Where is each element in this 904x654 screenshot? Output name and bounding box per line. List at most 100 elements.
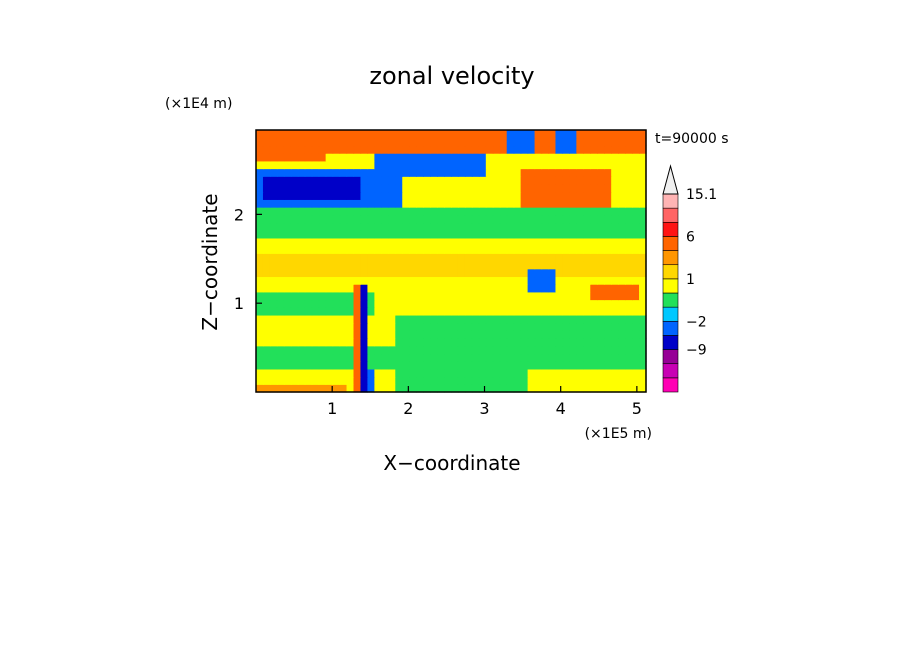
field-cell — [632, 253, 640, 262]
field-cell — [332, 176, 341, 185]
field-cell — [276, 245, 285, 254]
field-cell — [416, 330, 424, 339]
field-cell — [541, 376, 550, 385]
field-cell — [325, 330, 334, 339]
field-cell — [388, 207, 396, 216]
field-cell — [562, 130, 570, 139]
field-cell — [256, 176, 264, 185]
field-cell — [437, 353, 445, 362]
field-cell — [367, 130, 375, 139]
field-cell — [583, 214, 591, 224]
field-cell — [457, 168, 466, 177]
field-cell — [513, 330, 522, 339]
field-cell — [520, 299, 529, 308]
field-cell — [471, 338, 480, 347]
field-cell — [639, 168, 647, 177]
field-cell — [632, 268, 640, 278]
field-cell — [534, 368, 543, 378]
field-cell — [632, 237, 640, 247]
field-cell — [485, 345, 494, 355]
field-cell — [576, 191, 584, 200]
field-cell — [485, 314, 494, 324]
field-cell — [256, 237, 264, 247]
field-cell — [318, 291, 327, 301]
field-cell — [430, 361, 438, 370]
field-cell — [597, 137, 605, 147]
field-cell — [541, 199, 550, 208]
field-cell — [534, 376, 543, 385]
field-cell — [555, 330, 564, 339]
field-cell — [618, 130, 626, 139]
field-cell — [388, 345, 396, 355]
field-cell — [506, 322, 515, 331]
field-cell — [262, 307, 271, 316]
field-cell — [339, 376, 348, 385]
field-cell — [457, 268, 466, 278]
field-cell — [569, 207, 577, 216]
field-cell — [520, 268, 529, 278]
field-cell — [451, 214, 459, 224]
field-cell — [311, 307, 320, 316]
field-cell — [402, 153, 410, 162]
field-cell — [569, 322, 577, 331]
field-cell — [395, 160, 403, 170]
field-cell — [402, 168, 410, 177]
field-cell — [374, 130, 382, 139]
field-cell — [520, 284, 529, 293]
field-cell — [318, 160, 327, 170]
field-cell — [423, 299, 431, 308]
field-cell — [604, 145, 612, 154]
field-cell — [381, 153, 389, 162]
field-cell — [395, 307, 403, 316]
field-cell — [283, 145, 292, 154]
field-cell — [590, 307, 598, 316]
field-cell — [583, 145, 591, 154]
field-cell — [451, 384, 459, 393]
field-cell — [409, 299, 417, 308]
field-cell — [304, 338, 313, 347]
field-cell — [256, 291, 264, 301]
field-cell — [632, 330, 640, 339]
field-cell — [388, 199, 396, 208]
field-cell — [625, 137, 633, 147]
field-cell — [444, 253, 452, 262]
field-cell — [374, 168, 382, 177]
field-cell — [471, 214, 480, 224]
field-cell — [395, 284, 403, 293]
field-cell — [548, 168, 557, 177]
field-cell — [485, 291, 494, 301]
field-cell — [395, 322, 403, 331]
field-cell — [256, 368, 264, 378]
field-cell — [381, 291, 389, 301]
field-cell — [402, 176, 410, 185]
field-cell — [423, 153, 431, 162]
field-cell — [471, 237, 480, 247]
field-cell — [611, 284, 619, 293]
field-cell — [311, 384, 320, 393]
field-cell — [430, 130, 438, 139]
field-cell — [262, 214, 271, 224]
field-cell — [527, 368, 536, 378]
field-cell — [374, 314, 382, 324]
field-cell — [339, 322, 348, 331]
field-cell — [478, 168, 487, 177]
field-cell — [506, 230, 515, 239]
field-cell — [471, 230, 480, 239]
field-cell — [409, 322, 417, 331]
field-cell — [283, 245, 292, 254]
field-cell — [283, 368, 292, 378]
field-cell — [520, 253, 529, 262]
field-cell — [464, 199, 473, 208]
field-cell — [590, 207, 598, 216]
field-cell — [590, 322, 598, 331]
field-cell — [276, 353, 285, 362]
field-cell — [339, 199, 348, 208]
field-cell — [583, 168, 591, 177]
field-cell — [256, 361, 264, 370]
field-cell — [576, 145, 584, 154]
field-cell — [451, 261, 459, 270]
field-cell — [471, 191, 480, 200]
colorbar-swatch — [662, 250, 679, 266]
field-cell — [555, 338, 564, 347]
field-cell — [541, 191, 550, 200]
